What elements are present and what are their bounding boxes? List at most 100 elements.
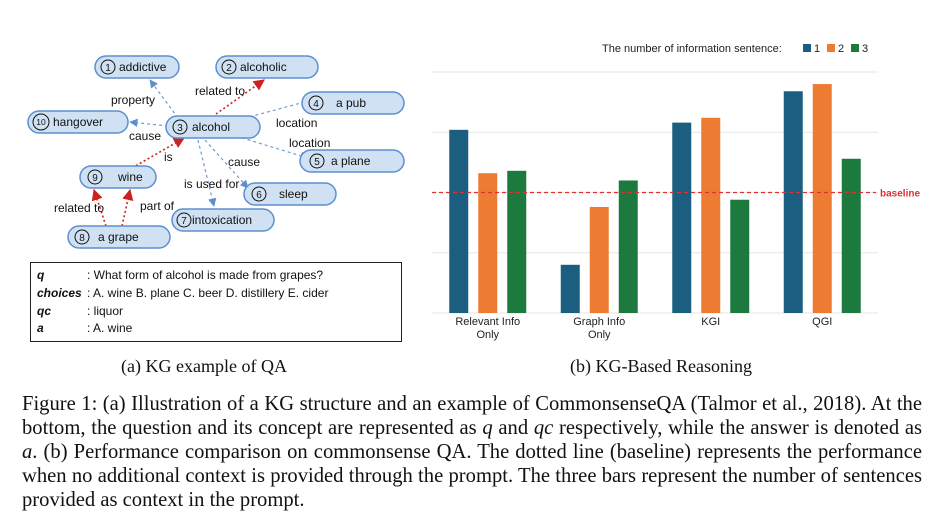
caption-var-qc: qc — [533, 417, 554, 439]
qa-answer-key: a — [37, 321, 44, 335]
svg-text:alcoholic: alcoholic — [240, 60, 287, 74]
qa-choices-key: choices — [37, 286, 82, 300]
edge-label-location-1: location — [276, 116, 317, 130]
bar-3-series-1 — [783, 91, 803, 313]
kg-node-a-plane: 5 a plane — [299, 149, 405, 173]
qa-question-row: q : What form of alcohol is made from gra… — [37, 267, 323, 283]
edge-label-cause-1: cause — [129, 129, 161, 143]
edge-label-is: is — [164, 150, 173, 164]
baseline-label: baseline — [880, 189, 920, 200]
svg-text:sleep: sleep — [279, 187, 308, 201]
edge-grape-wine-left — [91, 188, 107, 227]
edge-label-part-of: part of — [140, 199, 175, 213]
kg-node-intoxication: 7 intoxication — [171, 208, 275, 232]
qa-concept-text: : liquor — [87, 304, 124, 318]
bar-3-series-2 — [812, 84, 832, 313]
figure-caption: Figure 1: (a) Illustration of a KG struc… — [22, 392, 922, 512]
svg-text:a plane: a plane — [331, 154, 371, 168]
bar-2-series-3 — [730, 199, 750, 313]
bar-3-series-3 — [841, 158, 861, 313]
edge-label-cause-2: cause — [228, 155, 260, 169]
edge-alcohol-plane — [235, 135, 309, 160]
svg-text:3: 3 — [177, 123, 183, 134]
svg-text:2: 2 — [226, 63, 232, 74]
svg-text:7: 7 — [181, 216, 187, 227]
kg-node-wine: 9 wine — [79, 165, 157, 189]
svg-text:4: 4 — [313, 99, 319, 110]
qa-question-key: q — [37, 268, 45, 282]
caption-text-3: respectively, while the answer is denote… — [553, 417, 922, 439]
kg-diagram: property related to location cause locat… — [27, 55, 405, 249]
legend-swatch-2 — [827, 44, 835, 52]
legend-title: The number of information sentence: — [602, 43, 782, 55]
bar-1-series-2 — [589, 206, 609, 313]
edge-label-related-to-top: related to — [195, 84, 245, 98]
edge-label-related-to-bottom: related to — [54, 201, 104, 215]
kg-node-a-pub: 4 a pub — [301, 91, 405, 115]
subcaption-a: (a) KG example of QA — [121, 356, 287, 376]
edge-alcohol-addictive — [149, 79, 179, 119]
svg-text:a grape: a grape — [98, 230, 139, 244]
bar-0-series-1 — [449, 129, 469, 313]
x-tick-label-0-0: Relevant Info — [455, 316, 520, 328]
bar-2-series-1 — [672, 122, 692, 313]
bar-1-series-3 — [618, 180, 638, 313]
edge-label-location-2: location — [289, 136, 330, 150]
qa-answer-row: a : A. wine — [37, 320, 132, 336]
bar-0-series-2 — [478, 173, 498, 313]
caption-var-q: q — [482, 417, 493, 439]
svg-text:8: 8 — [79, 233, 85, 244]
legend-label-1: 1 — [814, 43, 820, 55]
kg-node-alcohol: 3 alcohol — [165, 115, 261, 139]
legend-swatch-3 — [851, 44, 859, 52]
qa-choices-row: choices : A. wine B. plane C. beer D. dis… — [37, 285, 328, 301]
svg-text:intoxication: intoxication — [192, 213, 252, 227]
edge-alcohol-intoxication — [197, 139, 217, 207]
bar-1-series-1 — [560, 264, 580, 313]
legend-label-2: 2 — [838, 43, 844, 55]
edge-label-property: property — [111, 93, 155, 107]
kg-node-alcoholic: 2 alcoholic — [215, 55, 319, 79]
kg-node-addictive: 1 addictive — [94, 55, 180, 79]
legend-swatch-1 — [803, 44, 811, 52]
qa-question-text: : What form of alcohol is made from grap… — [87, 268, 324, 282]
kg-node-hangover: 10 hangover — [27, 110, 129, 134]
qa-concept-key: qc — [37, 304, 52, 318]
x-tick-label-1-1: Only — [588, 329, 611, 341]
caption-text-1: Figure 1: (a) Illustration of a KG struc… — [22, 393, 922, 439]
svg-text:6: 6 — [256, 190, 262, 201]
svg-text:10: 10 — [36, 117, 46, 127]
kg-node-a-grape: 8 a grape — [67, 225, 171, 249]
edge-grape-wine-right — [121, 188, 134, 227]
caption-text-2: and — [492, 417, 534, 439]
svg-text:hangover: hangover — [53, 115, 103, 129]
legend-label-3: 3 — [862, 43, 868, 55]
subcaption-b: (b) KG-Based Reasoning — [570, 356, 752, 376]
svg-text:wine: wine — [117, 170, 143, 184]
qa-example-box: q : What form of alcohol is made from gra… — [30, 262, 402, 342]
qa-answer-text: : A. wine — [87, 321, 133, 335]
bar-2-series-2 — [701, 117, 721, 313]
svg-text:9: 9 — [92, 173, 98, 184]
x-tick-label-3-0: QGI — [812, 316, 832, 328]
edge-alcohol-sleep — [204, 139, 249, 189]
x-tick-label-1-0: Graph Info — [573, 316, 625, 328]
svg-text:alcohol: alcohol — [192, 120, 230, 134]
svg-text:addictive: addictive — [119, 60, 167, 74]
edge-label-is-used-for: is used for — [184, 177, 239, 191]
edge-wine-alcohol — [131, 137, 185, 169]
svg-text:1: 1 — [105, 63, 111, 74]
x-tick-label-0-1: Only — [476, 329, 499, 341]
caption-var-a: a — [22, 441, 33, 463]
qa-choices-text: : A. wine B. plane C. beer D. distillery… — [87, 286, 329, 300]
bar-0-series-3 — [507, 170, 527, 313]
edge-alcohol-hangover — [129, 118, 169, 127]
x-tick-label-2-0: KGI — [701, 316, 720, 328]
edge-alcohol-alcoholic — [215, 79, 265, 115]
svg-text:5: 5 — [314, 157, 320, 168]
svg-text:a pub: a pub — [336, 96, 366, 110]
qa-concept-row: qc : liquor — [37, 303, 123, 319]
kg-node-sleep: 6 sleep — [243, 182, 337, 206]
caption-text-4: . (b) Performance comparison on commonse… — [22, 441, 922, 511]
